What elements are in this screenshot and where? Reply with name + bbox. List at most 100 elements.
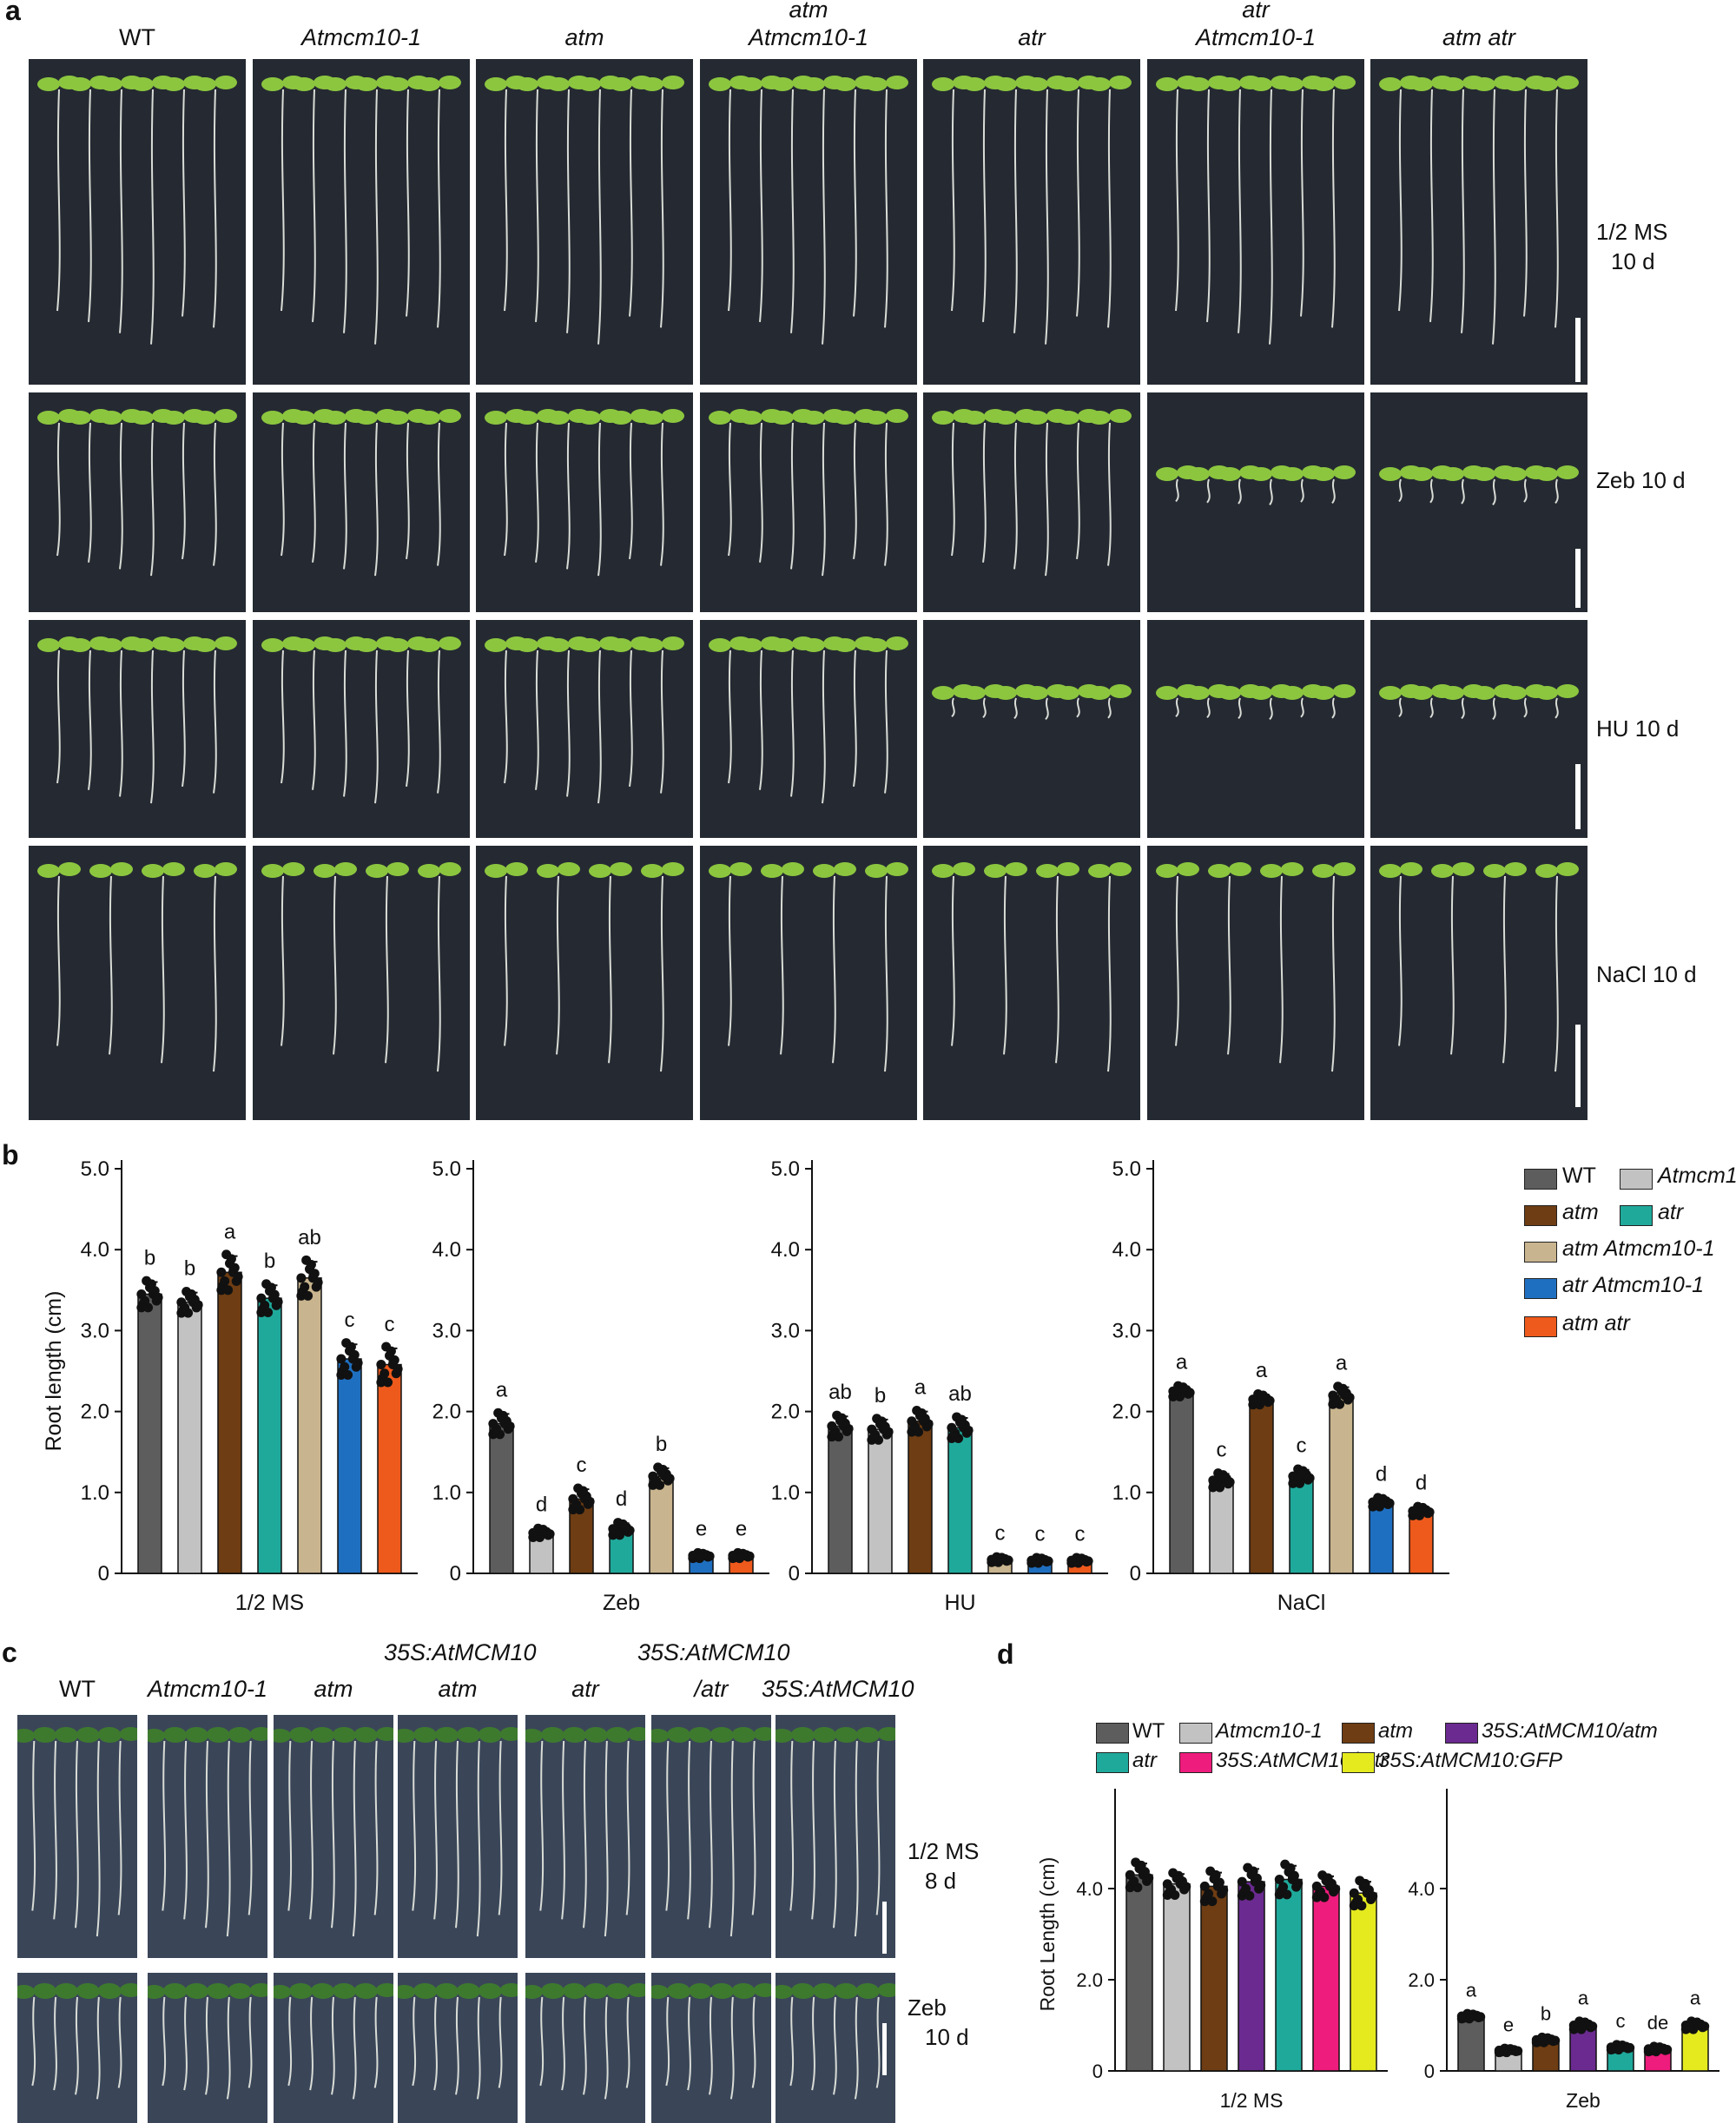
cotyledon — [516, 77, 538, 91]
root — [205, 1740, 209, 1929]
root — [665, 1996, 670, 2087]
data-point — [1297, 1466, 1308, 1476]
cotyledon — [1109, 684, 1132, 698]
legend-swatch — [1524, 1169, 1557, 1190]
root — [728, 649, 732, 784]
cotyledon — [1281, 467, 1304, 481]
cotyledon — [386, 638, 409, 652]
cotyledon — [776, 1985, 794, 1999]
seedling-drawing — [776, 1983, 895, 2100]
cotyledon — [119, 1983, 137, 1997]
root — [790, 422, 795, 570]
cotyledon — [164, 1729, 188, 1743]
column-header: 35S:AtMCM10 — [762, 1676, 914, 1702]
cotyledon — [877, 1727, 895, 1741]
seedling-drawing — [148, 1983, 267, 2100]
data-point — [256, 1293, 267, 1303]
root — [476, 1740, 481, 1937]
bar-Atmcm10-1 — [177, 1302, 202, 1574]
data-point — [340, 1361, 350, 1372]
root — [561, 1740, 565, 1920]
cotyledon — [375, 1983, 393, 1997]
cotyledon — [414, 1729, 438, 1743]
seedling-photo — [700, 846, 917, 1120]
chart-b2: 0 1.0 2.0 3.0 4.0 5.0 a d c d b e e Zeb — [432, 1157, 769, 1615]
significance-letter: c — [577, 1454, 587, 1477]
root — [1206, 478, 1211, 504]
cotyledon — [1333, 76, 1356, 89]
root — [213, 89, 217, 328]
root — [476, 1996, 481, 2100]
data-point — [1293, 1878, 1304, 1889]
root — [1045, 697, 1049, 721]
cotyledon — [963, 77, 986, 91]
root — [88, 89, 92, 322]
cotyledon — [1026, 77, 1048, 91]
significance-letter: a — [1176, 1351, 1188, 1375]
seedling-photo — [525, 1973, 645, 2123]
seedling-drawing — [1379, 862, 1579, 1072]
seedling-photo — [476, 620, 693, 838]
seedling-photo — [923, 846, 1140, 1120]
data-point — [266, 1282, 276, 1293]
root — [1206, 697, 1211, 719]
cotyledon — [100, 77, 122, 91]
root — [150, 649, 155, 804]
root — [1492, 697, 1496, 721]
y-tick-label: 2.0 — [1112, 1401, 1141, 1424]
y-tick-label: 2.0 — [771, 1401, 800, 1424]
cotyledon — [932, 864, 954, 878]
cotyledon — [516, 411, 538, 425]
y-tick-label: 4.0 — [771, 1238, 800, 1262]
cotyledon — [1379, 77, 1402, 91]
cotyledon — [69, 411, 91, 425]
column-header: atm — [314, 1676, 353, 1702]
seedling-drawing — [485, 636, 684, 804]
bar-atr Atmcm10-1 — [1369, 1501, 1394, 1574]
root — [1331, 478, 1336, 504]
legend-swatch — [1620, 1205, 1653, 1226]
data-point — [1026, 1555, 1037, 1566]
data-point — [1288, 1471, 1298, 1481]
root — [287, 1740, 293, 1911]
y-axis-label: Root length (cm) — [42, 1291, 66, 1452]
cotyledon — [355, 411, 378, 425]
cotyledon — [753, 1983, 771, 1997]
seedling-photo — [476, 59, 693, 385]
data-point — [1256, 1880, 1266, 1890]
cotyledon — [1556, 684, 1579, 698]
cotyledon — [505, 862, 528, 876]
root — [205, 1996, 209, 2095]
root — [343, 89, 347, 333]
cotyledon — [1333, 684, 1356, 698]
cotyledon — [558, 862, 580, 876]
cotyledon — [1483, 864, 1506, 878]
significance-letter: ab — [298, 1226, 321, 1249]
root — [875, 1740, 881, 1915]
seedling-photo — [923, 392, 1140, 612]
cotyledon — [537, 864, 559, 878]
root — [56, 649, 61, 784]
root — [385, 875, 389, 1064]
column-header: Atmcm10-1 — [748, 24, 869, 50]
root — [629, 649, 633, 788]
root — [811, 1740, 815, 1920]
data-point — [1606, 2042, 1616, 2053]
cotyledon — [792, 1729, 815, 1743]
seedling-photo — [476, 392, 693, 612]
bar-atm — [908, 1421, 933, 1574]
column-header: WT — [119, 24, 155, 50]
bar-35S:AtMCM10:GFP — [1350, 1892, 1377, 2072]
root — [833, 1996, 837, 2095]
cotyledon — [1535, 864, 1558, 878]
cotyledon — [542, 1729, 565, 1743]
cotyledon — [58, 862, 81, 876]
bar-atr — [1289, 1475, 1314, 1574]
cotyledon — [1088, 864, 1111, 878]
condition-label: HU 10 d — [1596, 715, 1680, 742]
cotyledon — [1281, 77, 1304, 91]
y-tick-label: 4.0 — [1076, 1878, 1103, 1900]
cotyledon — [98, 1729, 122, 1743]
root — [150, 89, 155, 345]
cotyledon — [56, 1985, 78, 1999]
